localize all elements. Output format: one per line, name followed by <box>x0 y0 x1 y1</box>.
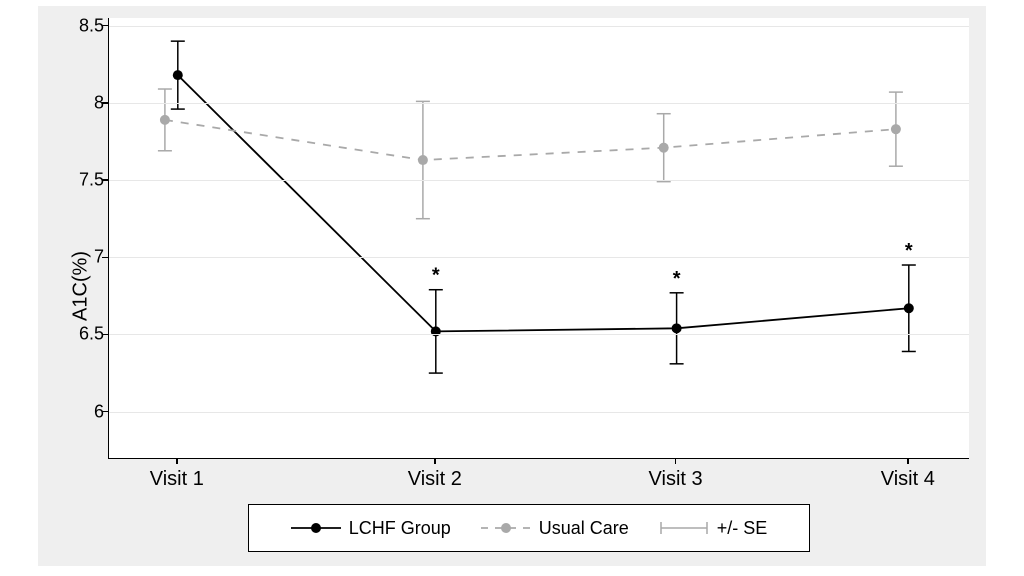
plot-area: * * * <box>108 18 969 459</box>
figure-container: A1C(%) 6 6.5 7 7.5 8 8.5 Visit 1 Visit 2 Visit … <box>0 0 1024 576</box>
chart-svg: * * * <box>109 18 969 458</box>
x-tick-label: Visit 1 <box>150 468 204 491</box>
legend-swatch-usual <box>481 519 531 537</box>
legend-label-se: +/- SE <box>717 518 768 539</box>
svg-text:*: * <box>432 265 440 287</box>
y-tick-label: 6 <box>94 401 104 422</box>
legend: LCHF Group Usual Care +/- SE <box>248 504 810 552</box>
chart-panel: A1C(%) 6 6.5 7 7.5 8 8.5 Visit 1 Visit 2 Visit … <box>38 6 986 566</box>
x-tick-label: Visit 4 <box>881 468 935 491</box>
legend-swatch-se <box>659 519 709 537</box>
y-tick-label: 7 <box>94 247 104 268</box>
x-tick-label: Visit 2 <box>408 468 462 491</box>
svg-text:*: * <box>673 268 681 290</box>
legend-item-usual: Usual Care <box>481 518 629 539</box>
y-tick-label: 8 <box>94 92 104 113</box>
legend-label-lchf: LCHF Group <box>349 518 451 539</box>
legend-item-lchf: LCHF Group <box>291 518 451 539</box>
legend-label-usual: Usual Care <box>539 518 629 539</box>
legend-swatch-lchf <box>291 519 341 537</box>
y-tick-label: 6.5 <box>79 324 104 345</box>
y-tick-label: 8.5 <box>79 15 104 36</box>
x-tick-label: Visit 3 <box>649 468 703 491</box>
svg-text:*: * <box>905 240 913 262</box>
legend-item-se: +/- SE <box>659 518 768 539</box>
y-tick-label: 7.5 <box>79 170 104 191</box>
y-axis-label: A1C(%) <box>70 251 93 321</box>
